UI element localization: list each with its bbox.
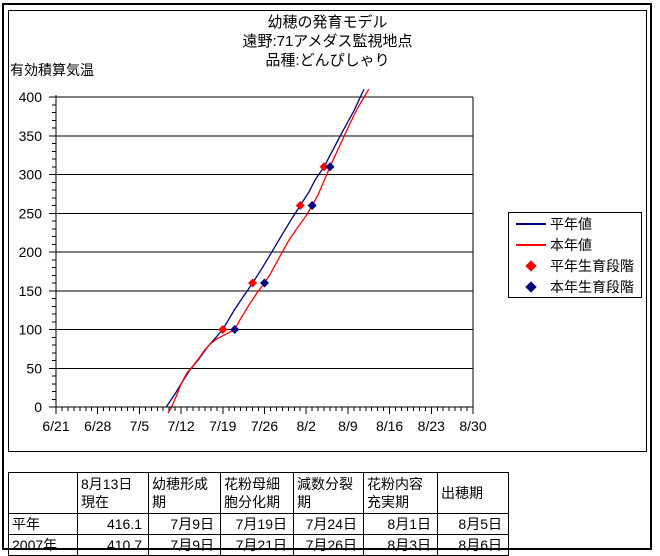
cell-value: 8月1日 — [363, 513, 438, 535]
table-row-2007: 2007年 410.7 7月9日 7月21日 7月26日 8月3日 8月6日 — [8, 534, 509, 556]
legend-item-heinen-stage: 平年生育段階 — [509, 255, 641, 276]
legend-label: 平年値 — [550, 215, 592, 232]
header-meiosis: 減数分裂 期 — [293, 472, 364, 514]
cell-value: 7月19日 — [220, 513, 294, 535]
header-corner-cell — [8, 472, 78, 514]
row-label: 平年 — [8, 513, 78, 535]
red-diamond-swatch-icon — [525, 259, 537, 272]
header-panicle-formation: 幼穂形成 期 — [148, 472, 221, 514]
legend-item-honnen-stage: 本年生育段階 — [509, 276, 641, 297]
cell-value: 7月24日 — [293, 513, 364, 535]
chart-title-line2: 遠野:71アメダス監視地点 — [242, 33, 413, 50]
cell-value: 7月9日 — [148, 513, 221, 535]
cell-value: 8月3日 — [363, 534, 438, 556]
y-axis-title: 有効積算気温 — [10, 62, 94, 78]
header-heading: 出穂期 — [437, 472, 509, 514]
chart-title-line1: 幼穂の発育モデル — [267, 14, 388, 31]
chart-title-line3: 品種:どんぴしゃり — [265, 52, 390, 69]
table-header-row: 8月13日 現在 幼穂形成 期 花粉母細 胞分化期 減数分裂 期 花粉内容 充実… — [8, 472, 509, 514]
row-label: 2007年 — [8, 534, 78, 556]
navy-diamond-swatch-icon — [525, 280, 537, 293]
cell-value: 8月6日 — [437, 534, 509, 556]
legend-label: 平年生育段階 — [550, 257, 634, 274]
legend: 平年値 本年値 平年生育段階 本年生育段階 — [508, 212, 642, 298]
header-pollen-mother-cell: 花粉母細 胞分化期 — [220, 472, 294, 514]
cell-value: 416.1 — [77, 513, 149, 535]
legend-label: 本年値 — [550, 236, 592, 253]
cell-value: 7月9日 — [148, 534, 221, 556]
table-row-normal-year: 平年 416.1 7月9日 7月19日 7月24日 8月1日 8月5日 — [8, 513, 509, 535]
red-line-swatch-icon — [516, 243, 546, 246]
cell-value: 7月26日 — [293, 534, 364, 556]
legend-label: 本年生育段階 — [550, 278, 634, 295]
cell-value: 7月21日 — [220, 534, 294, 556]
growth-stage-table: 8月13日 現在 幼穂形成 期 花粉母細 胞分化期 減数分裂 期 花粉内容 充実… — [8, 472, 509, 556]
legend-item-honnen-line: 本年値 — [509, 234, 641, 255]
navy-line-swatch-icon — [516, 222, 546, 225]
header-current-value: 8月13日 現在 — [77, 472, 149, 514]
cell-value: 410.7 — [77, 534, 149, 556]
cell-value: 8月5日 — [437, 513, 509, 535]
legend-item-heinen-line: 平年値 — [509, 213, 641, 234]
header-pollen-filling: 花粉内容 充実期 — [363, 472, 438, 514]
chart-title-block: 幼穂の発育モデル 遠野:71アメダス監視地点 品種:どんぴしゃり — [8, 13, 647, 70]
